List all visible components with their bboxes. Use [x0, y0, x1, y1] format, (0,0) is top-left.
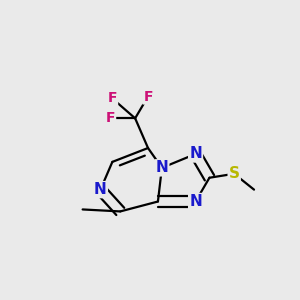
Text: S: S [229, 166, 240, 181]
Text: N: N [189, 194, 202, 209]
Text: F: F [108, 92, 117, 106]
Text: N: N [94, 182, 107, 197]
Text: F: F [106, 111, 115, 125]
Text: N: N [189, 146, 202, 161]
Text: F: F [143, 89, 153, 103]
Text: N: N [155, 160, 168, 175]
